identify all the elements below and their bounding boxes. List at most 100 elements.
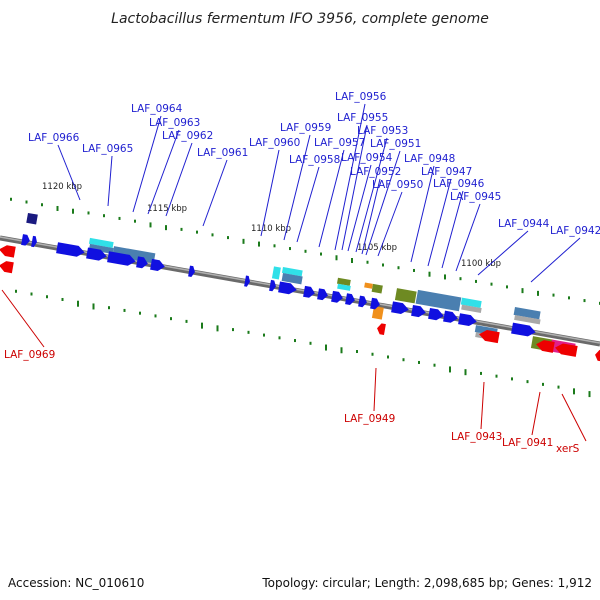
gc-mark [309,341,312,345]
gene-label-plus: LAF_0962 [162,130,213,142]
gene-label-plus: LAF_0965 [82,143,133,155]
gene-label-plus: LAF_0964 [131,103,183,115]
cog-block [26,212,38,225]
plus-label-leader [455,203,481,272]
plus-strand-gene-arrow [86,247,107,261]
plus-label-leader [427,178,452,267]
tick-label-1110: 1110 kbp [251,224,291,234]
gene-leader-lines [1,103,587,442]
gc-mark [573,388,575,395]
gene-label-plus: LAF_0945 [450,191,501,203]
gc-mark [165,225,167,231]
gene-label-minus: LAF_0941 [502,437,553,449]
gc-mark [402,358,405,362]
gene-label-plus: LAF_0947 [421,166,472,178]
gc-mark [475,279,477,283]
gc-mark [30,292,33,296]
genome-summary-text: Topology: circular; Length: 2,098,685 bp… [261,576,592,590]
gc-mark [340,347,343,354]
gc-mark [72,208,74,214]
gc-mark [449,366,451,373]
minus-strand-gene-arrow [377,323,386,336]
gene-label-plus: LAF_0951 [370,138,421,150]
minus-strand-gene-arrow [595,349,600,362]
plus-strand-gene-arrow [411,304,426,318]
gc-mark [232,328,234,332]
cog-block [281,266,303,277]
plus-strand-gene-arrow [458,313,477,327]
tick-label-1100: 1100 kbp [461,259,501,269]
cog-block [394,288,417,304]
cog-block [514,314,541,325]
cog-block [415,289,462,312]
plus-strand-gene-arrow [428,307,444,321]
plus-label-leader [410,165,435,263]
gc-mark [278,336,281,340]
gene-label-plus: LAF_0950 [372,179,423,191]
tick-scale: 1120 kbp 1115 kbp 1110 kbp 1105 kbp 1100… [42,182,501,269]
gc-mark [154,314,157,318]
cog-block [337,283,351,291]
plus-label-leader [57,144,81,201]
plus-label-leader [202,159,228,227]
minus-strand-gene-arrow [555,343,578,357]
plus-label-leader [318,149,345,248]
gc-mark [557,385,560,389]
gene-label-plus: LAF_0946 [433,178,485,190]
gc-mark [118,216,121,220]
gc-mark [87,211,90,215]
gene-label-plus: LAF_0944 [498,218,550,230]
gc-mark [382,263,384,267]
plus-strand-gene-arrow [150,258,165,272]
gene-label-plus: LAF_0963 [149,117,200,129]
gc-mark [216,325,219,332]
gc-mark [397,266,400,270]
minus-label-leader [480,381,485,430]
gc-mark [170,317,172,321]
gene-label-minus: LAF_0969 [4,349,55,361]
map-title: Lactobacillus fermentum IFO 3956, comple… [111,11,489,27]
plus-label-leader [355,137,388,253]
minus-label-leader [1,289,45,348]
gc-mark [108,306,110,310]
gc-mark [61,297,64,301]
gc-mark [134,219,136,223]
gc-mark [320,252,322,256]
gc-mark [123,308,126,312]
plus-strand-gene-arrow [358,295,367,308]
plus-strand-gene-arrow [188,265,195,277]
gene-label-plus: LAF_0955 [337,112,388,124]
gene-label-plus: LAF_0942 [550,225,600,237]
gc-mark [495,374,498,378]
gc-mark [41,203,43,207]
gc-mark [506,285,508,289]
cog-block [281,272,303,285]
plus-label-leader [165,142,193,217]
gene-label-plus: LAF_0959 [280,122,331,134]
gc-mark [263,333,265,337]
tick-label-1120: 1120 kbp [42,182,82,192]
gene-label-plus: LAF_0956 [335,91,387,103]
plus-strand-gene-arrow [370,297,380,310]
gc-mark [418,360,420,364]
gene-label-plus: LAF_0953 [357,125,408,137]
gene-label-plus: LAF_0960 [249,137,300,149]
gc-mark [304,249,307,253]
cog-block [88,243,114,254]
gc-mark [351,258,353,264]
plus-label-leader [477,230,529,276]
gene-arrows [0,234,600,362]
gc-mark [103,214,105,218]
gc-mark [15,289,17,293]
plus-strand-gene-arrow [278,281,297,295]
gc-mark [180,227,183,231]
accession-text: Accession: NC_010610 [8,576,144,590]
gc-mark [480,371,482,375]
gene-label-plus: LAF_0958 [289,154,340,166]
gc-mark [25,200,28,204]
gc-mark [335,255,338,261]
cog-block [513,306,541,320]
plus-label-leader [347,164,372,252]
plus-label-leader [260,149,280,237]
